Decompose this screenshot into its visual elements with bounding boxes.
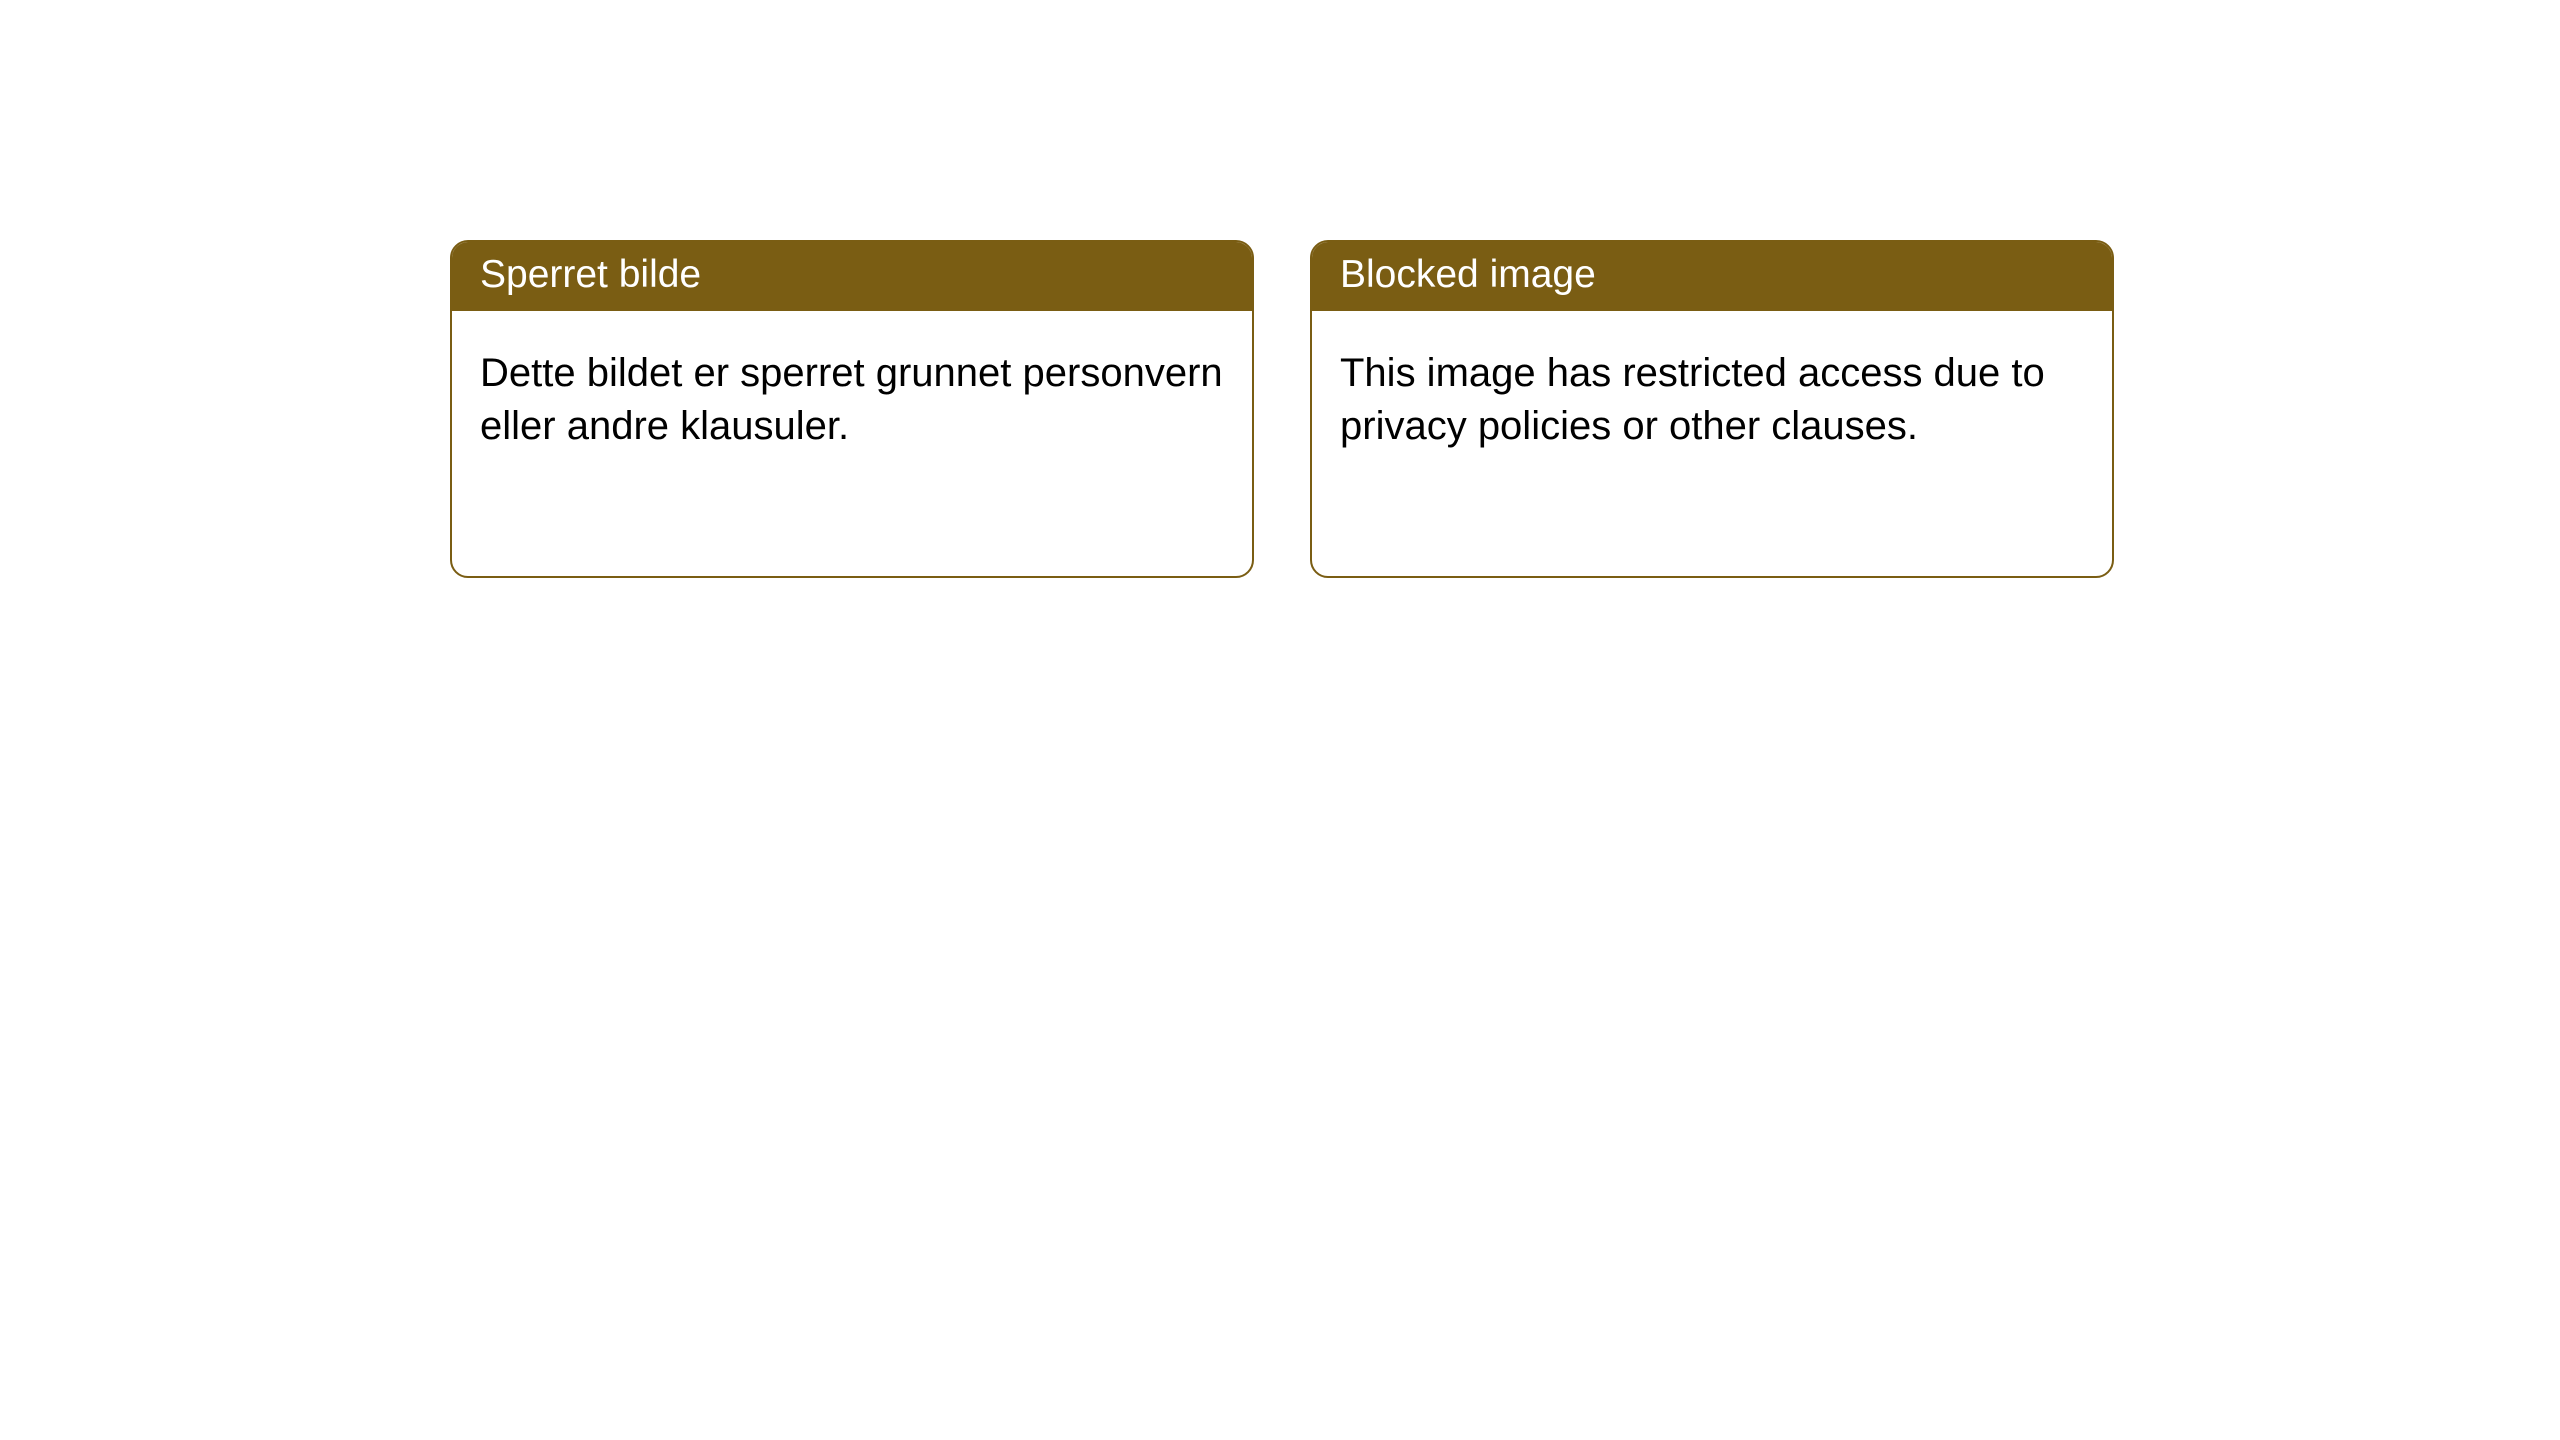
notice-message: This image has restricted access due to … (1312, 311, 2112, 489)
notice-title: Blocked image (1312, 242, 2112, 311)
notice-container: Sperret bilde Dette bildet er sperret gr… (0, 0, 2560, 578)
notice-card-english: Blocked image This image has restricted … (1310, 240, 2114, 578)
notice-message: Dette bildet er sperret grunnet personve… (452, 311, 1252, 489)
notice-card-norwegian: Sperret bilde Dette bildet er sperret gr… (450, 240, 1254, 578)
notice-title: Sperret bilde (452, 242, 1252, 311)
